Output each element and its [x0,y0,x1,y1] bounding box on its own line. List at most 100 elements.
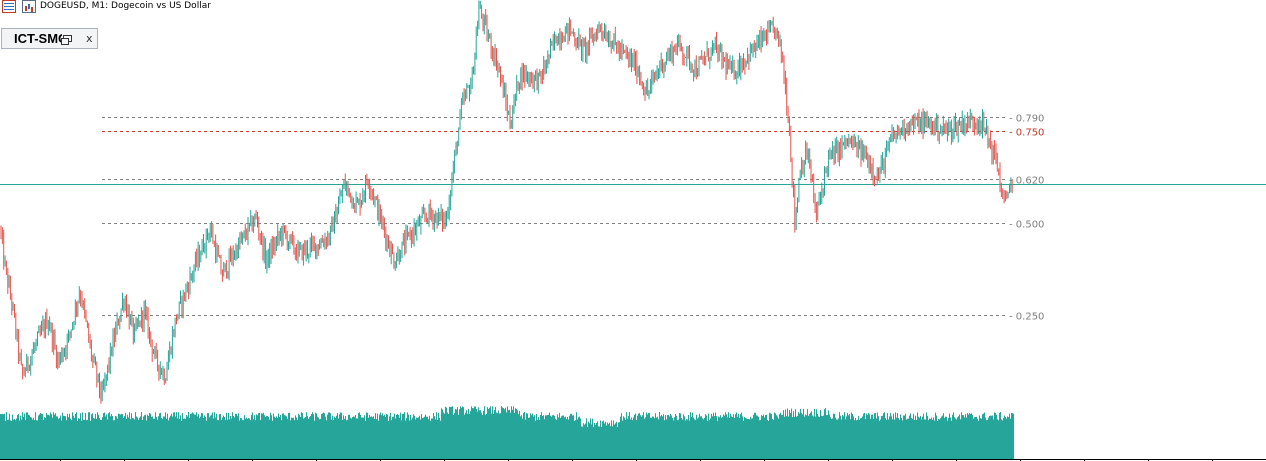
volume-bar [893,413,894,459]
volume-bar [684,416,685,459]
volume-bar [225,419,226,459]
volume-bar [941,416,942,459]
volume-bar [906,419,907,459]
volume-bar [873,419,874,459]
close-icon[interactable]: x [86,32,93,45]
volume-bar [560,417,561,459]
volume-bar [307,416,308,459]
volume-bar [149,413,150,459]
volume-bar [122,414,123,459]
volume-bar [991,415,992,459]
volume-bar [542,416,543,459]
volume-bar [963,415,964,459]
volume-bar [980,418,981,459]
volume-bar [60,415,61,459]
volume-bar [112,416,113,459]
volume-bar [509,409,510,459]
volume-bar [683,414,684,459]
volume-bar [42,414,43,459]
volume-bar [528,418,529,459]
volume-bar [222,417,223,459]
volume-bar [616,421,617,459]
volume-bar [207,413,208,459]
volume-bar [563,415,564,459]
volume-bar [787,408,788,459]
volume-bar [95,413,96,459]
volume-bar [412,417,413,459]
volume-bar [985,417,986,459]
volume-bar [635,413,636,459]
volume-bar [230,416,231,459]
volume-bar [358,413,359,459]
volume-bar [58,418,59,459]
volume-bar [803,408,804,459]
level-label-0.500: - 0.500 [1009,220,1044,231]
volume-bar [507,406,508,459]
volume-bar [36,420,37,459]
volume-bar [435,419,436,459]
volume-bar [709,420,710,459]
volume-bar [675,414,676,459]
volume-bar [987,419,988,459]
level-lines: - 0.790 - 0.750 - 0.620 - 0.500 - 0.250 [102,114,1044,323]
volume-bar [302,413,303,459]
volume-bar [1012,413,1013,459]
volume-bar [342,419,343,459]
volume-bar [10,420,11,459]
volume-bar [73,415,74,459]
indicator-panel[interactable]: ICT-SMC x [1,28,98,49]
volume-bar [504,409,505,459]
volume-bar [136,416,137,459]
volume-bar [208,413,209,459]
volume-bar [706,415,707,459]
volume-bar [525,419,526,459]
volume-bar [252,412,253,459]
volume-bar [371,416,372,459]
volume-bar [843,416,844,459]
volume-bar [922,416,923,459]
volume-bar [108,413,109,459]
volume-bar [104,412,105,459]
volume-bar [643,412,644,459]
volume-bar [395,418,396,459]
volume-bar [277,417,278,459]
volume-bar [232,412,233,459]
volume-bar [332,415,333,459]
volume-bar [841,419,842,459]
volume-bar [863,413,864,459]
volume-bar [78,418,79,459]
volume-bar [717,420,718,459]
volume-bar [629,412,630,459]
volume-bar [899,419,900,459]
volume-bar [506,412,507,459]
volume-bar [24,413,25,459]
volume-bar [904,415,905,459]
volume-bar [487,407,488,459]
volume-bar [611,420,612,459]
chart-icon[interactable] [22,0,36,13]
volume-bar [550,415,551,459]
volume-bar [695,419,696,459]
volume-bar [298,413,299,459]
volume-bar [541,412,542,459]
volume-bar [573,415,574,459]
volume-bar [747,419,748,459]
restore-window-icon[interactable] [61,35,72,45]
window-list-icon[interactable] [2,0,16,13]
volume-bar [426,416,427,459]
volume-bar [310,416,311,459]
chart-title: DOGEUSD, M1: Dogecoin vs US Dollar [40,1,211,11]
volume-bar [561,416,562,459]
volume-bar [1000,412,1001,459]
volume-bar [741,412,742,459]
volume-bar [910,413,911,459]
volume-bar [523,413,524,459]
volume-bar [195,414,196,459]
volume-bar [576,412,577,459]
level-label-0.750: - 0.750 [1009,128,1044,139]
volume-bar [676,415,677,459]
volume-bar [533,416,534,459]
volume-bar [143,416,144,459]
volume-bar [962,415,963,459]
